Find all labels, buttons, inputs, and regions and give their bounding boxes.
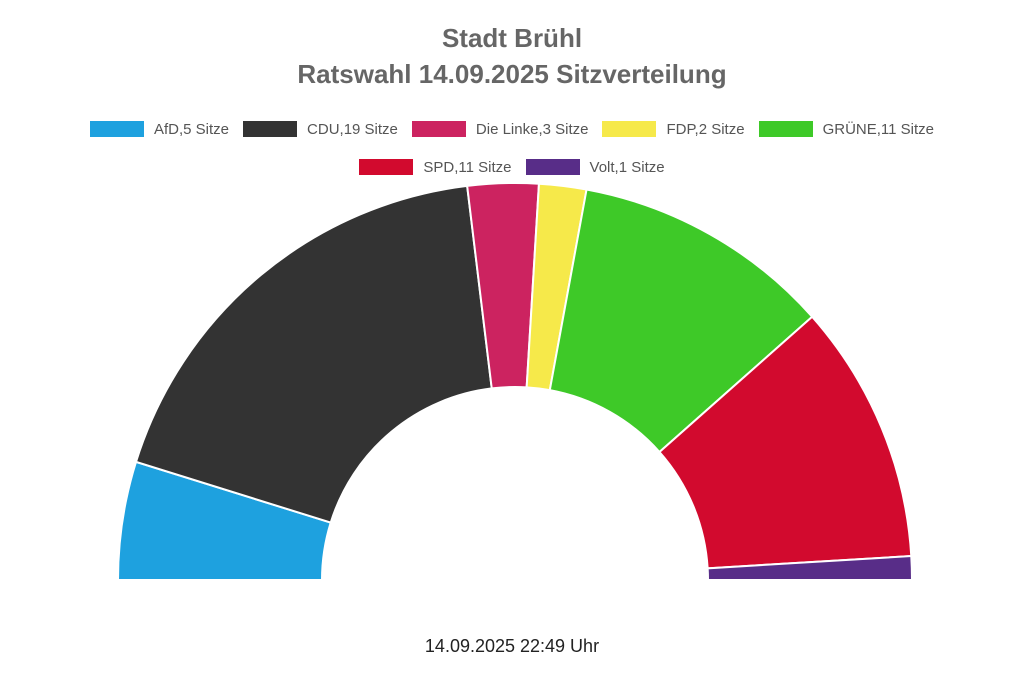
legend-swatch-spd (359, 159, 414, 175)
legend-item-spd[interactable]: SPD,11 Sitze (359, 154, 512, 180)
legend-label-gruene: GRÜNE,11 Sitze (822, 120, 934, 138)
legend-item-cdu[interactable]: CDU,19 Sitze (243, 116, 398, 142)
legend-label-volt: Volt,1 Sitze (589, 158, 665, 176)
chart-subtitle: Ratswahl 14.09.2025 Sitzverteilung (297, 59, 727, 89)
chart-legend: AfD,5 Sitze CDU,19 Sitze Die Linke,3 Sit… (0, 116, 1024, 180)
legend-swatch-afd (90, 121, 144, 137)
seat-segment-cdu[interactable] (134, 184, 493, 524)
legend-label-die-linke: Die Linke,3 Sitze (475, 120, 589, 138)
seat-segment-volt[interactable] (706, 554, 914, 581)
legend-label-afd: AfD,5 Sitze (154, 120, 230, 138)
legend-swatch-fdp (602, 121, 657, 137)
legend-item-afd[interactable]: AfD,5 Sitze (90, 116, 229, 142)
legend-item-fdp[interactable]: FDP,2 Sitze (602, 116, 745, 142)
legend-swatch-cdu (243, 121, 298, 137)
legend-swatch-gruene (758, 121, 813, 137)
legend-swatch-die-linke (411, 121, 466, 137)
legend-swatch-volt (525, 159, 580, 175)
legend-item-gruene[interactable]: GRÜNE,11 Sitze (758, 116, 934, 142)
legend-label-spd: SPD,11 Sitze (423, 158, 512, 176)
chart-title: Stadt Brühl (441, 23, 583, 53)
chart-footer-timestamp: 14.09.2025 22:49 Uhr (424, 636, 600, 656)
legend-item-volt[interactable]: Volt,1 Sitze (525, 154, 665, 180)
legend-label-cdu: CDU,19 Sitze (307, 120, 398, 138)
chart-title-block: Stadt Brühl Ratswahl 14.09.2025 Sitzvert… (0, 20, 1024, 92)
legend-label-fdp: FDP,2 Sitze (666, 120, 745, 138)
legend-item-die-linke[interactable]: Die Linke,3 Sitze (411, 116, 589, 142)
